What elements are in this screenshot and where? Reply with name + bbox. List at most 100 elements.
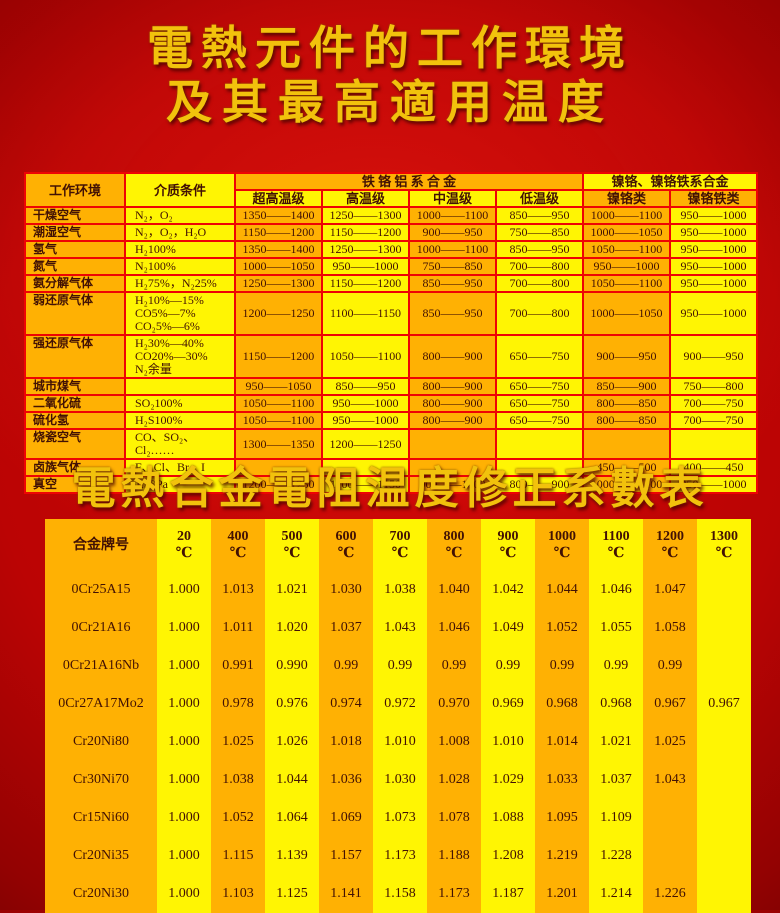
- celsius-unit: ℃: [391, 546, 409, 561]
- coefficient-cell: 1.047: [643, 571, 697, 609]
- medium-line: CO5%—7%: [135, 306, 196, 320]
- temp-header-cell: 500 ℃: [265, 519, 319, 571]
- coef-table-row: Cr20Ni35 1.000 1.115 1.139 1.157 1.173 1.188 1.…: [45, 837, 751, 875]
- coefficient-cell: 1.000: [157, 609, 211, 647]
- coef-table-row: Cr30Ni70 1.000 1.038 1.044 1.036 1.030 1.028 1.…: [45, 761, 751, 799]
- env-table-row: 氢气 H₂100% 1350——1400 1250——1300 1000——1100 85…: [24, 240, 759, 259]
- coefficient-cell: 1.010: [481, 723, 535, 761]
- medium-cell: N₂，O₂，H₂O: [124, 223, 236, 242]
- coefficient-cell: 1.029: [481, 761, 535, 799]
- env-table-row: 卤族气体 F、Cl、Br、I 450——500 400——450: [24, 458, 759, 477]
- header-low-grade: 低温级: [494, 189, 585, 208]
- coefficient-cell: 1.073: [373, 799, 427, 837]
- header-work-environment: 工作环境: [24, 172, 126, 208]
- coefficient-cell: 1.011: [211, 609, 265, 647]
- celsius-unit: ℃: [337, 546, 355, 561]
- coefficient-cell: 1.173: [373, 837, 427, 875]
- correction-coefficient-table: 合金牌号 20 ℃ 400 ℃ 500 ℃ 600 ℃ 700 ℃ 800 ℃ 900 ℃ 1000 ℃ 110…: [45, 519, 751, 913]
- temp-header-cell: 700 ℃: [373, 519, 427, 571]
- coefficient-cell: [697, 723, 751, 761]
- temp-range-cell: 900——950: [408, 223, 497, 242]
- temp-range-cell: 700——800: [494, 291, 585, 336]
- coefficient-cell: 1.046: [427, 609, 481, 647]
- coefficient-cell: 0.976: [265, 685, 319, 723]
- temp-range-cell: 450——500: [582, 458, 672, 477]
- coefficient-cell: 0.991: [211, 647, 265, 685]
- temp-range-cell: 900——1000: [408, 475, 497, 494]
- temp-range-cell: 850——950: [408, 291, 497, 336]
- coefficient-cell: 1.115: [211, 837, 265, 875]
- temp-range-cell: 700——800: [494, 257, 585, 276]
- coefficient-cell: [697, 647, 751, 685]
- temp-header-cell: 1300 ℃: [697, 519, 751, 571]
- temp-range-cell: 850——950: [408, 274, 497, 293]
- temp-range-cell: 1050——1100: [234, 411, 323, 430]
- temp-range-cell: 850——950: [321, 377, 410, 396]
- coef-table-row: Cr15Ni60 1.000 1.052 1.064 1.069 1.073 1.078 1.…: [45, 799, 751, 837]
- coefficient-cell: 1.103: [211, 875, 265, 913]
- coef-table-row: 0Cr25A15 1.000 1.013 1.021 1.030 1.038 1.040 1.…: [45, 571, 751, 609]
- environment-cell: 真空: [24, 475, 126, 494]
- temp-range-cell: 950——1000: [669, 240, 759, 259]
- temp-range-cell: 1100——1150: [321, 475, 410, 494]
- temp-range-cell: 800——850: [582, 411, 672, 430]
- temp-range-cell: 700——750: [669, 411, 759, 430]
- medium-line: SO₂100%: [135, 396, 183, 410]
- coefficient-cell: 0.967: [697, 685, 751, 723]
- temp-range-cell: 1150——1200: [234, 334, 323, 379]
- header-nicr-type: 镍铬类: [582, 189, 672, 208]
- coefficient-cell: 0.99: [643, 647, 697, 685]
- medium-cell: H₂S100%: [124, 411, 236, 430]
- coefficient-cell: 1.000: [157, 837, 211, 875]
- coefficient-cell: [697, 609, 751, 647]
- medium-line: N₂余量: [135, 362, 172, 376]
- coefficient-cell: 1.025: [211, 723, 265, 761]
- medium-line: [135, 380, 232, 393]
- env-table-row: 真空 1.33Pa 1200——1250 1100——1150 900——1000 800…: [24, 475, 759, 494]
- temp-range-cell: 750——850: [408, 257, 497, 276]
- header-alloy-grade: 合金牌号: [45, 519, 157, 571]
- coefficient-cell: 1.188: [427, 837, 481, 875]
- environment-cell: 氢气: [24, 240, 126, 259]
- coefficient-cell: 1.037: [589, 761, 643, 799]
- temp-range-cell: [234, 458, 323, 477]
- coefficient-cell: 1.088: [481, 799, 535, 837]
- medium-line: CO₂5%—6%: [135, 319, 200, 333]
- environment-cell: 城市煤气: [24, 377, 126, 396]
- temp-range-cell: 700——750: [669, 394, 759, 413]
- temp-range-cell: 650——750: [494, 394, 585, 413]
- temp-range-cell: 950——1000: [669, 206, 759, 225]
- temp-value: 1000: [548, 529, 576, 544]
- coefficient-cell: 1.000: [157, 647, 211, 685]
- temp-range-cell: 800——900: [408, 334, 497, 379]
- medium-line: H₂30%—40%: [135, 336, 204, 350]
- coefficient-cell: 1.043: [643, 761, 697, 799]
- temp-header-cell: 900 ℃: [481, 519, 535, 571]
- coefficient-cell: 1.025: [643, 723, 697, 761]
- coefficient-cell: [697, 875, 751, 913]
- coefficient-cell: 1.158: [373, 875, 427, 913]
- header-group-fecral-alloy: 铁 铬 铝 系 合 金: [233, 172, 585, 191]
- temp-range-cell: 850——950: [494, 206, 585, 225]
- medium-line: CO20%—30%: [135, 349, 208, 363]
- coefficient-cell: 1.021: [265, 571, 319, 609]
- environment-cell: 潮湿空气: [24, 223, 126, 242]
- coef-table-header: 合金牌号 20 ℃ 400 ℃ 500 ℃ 600 ℃ 700 ℃ 800 ℃ 900 ℃ 1000 ℃ 110…: [45, 519, 751, 571]
- medium-cell: SO₂100%: [124, 394, 236, 413]
- env-table-row: 潮湿空气 N₂，O₂，H₂O 1150——1200 1150——1200 900——95…: [24, 223, 759, 242]
- temp-range-cell: 750——850: [494, 223, 585, 242]
- coefficient-cell: [643, 799, 697, 837]
- temp-range-cell: 950——1000: [669, 291, 759, 336]
- temp-range-cell: 1250——1300: [321, 240, 410, 259]
- alloy-grade-cell: 0Cr21A16: [45, 609, 157, 647]
- coefficient-cell: 1.000: [157, 799, 211, 837]
- medium-cell: H₂30%—40% CO20%—30% N₂余量: [124, 334, 236, 379]
- coef-table-row: 0Cr21A16Nb 1.000 0.991 0.990 0.99 0.99 0.99 0.9…: [45, 647, 751, 685]
- coefficient-cell: 1.008: [427, 723, 481, 761]
- coefficient-cell: 1.000: [157, 723, 211, 761]
- temp-header-cell: 1000 ℃: [535, 519, 589, 571]
- medium-line: H₂75%，N₂25%: [135, 276, 217, 290]
- temp-value: 600: [335, 529, 357, 544]
- correction-table-title: 電熱合金電阻温度修正系數表: [71, 464, 709, 513]
- coefficient-cell: 1.044: [265, 761, 319, 799]
